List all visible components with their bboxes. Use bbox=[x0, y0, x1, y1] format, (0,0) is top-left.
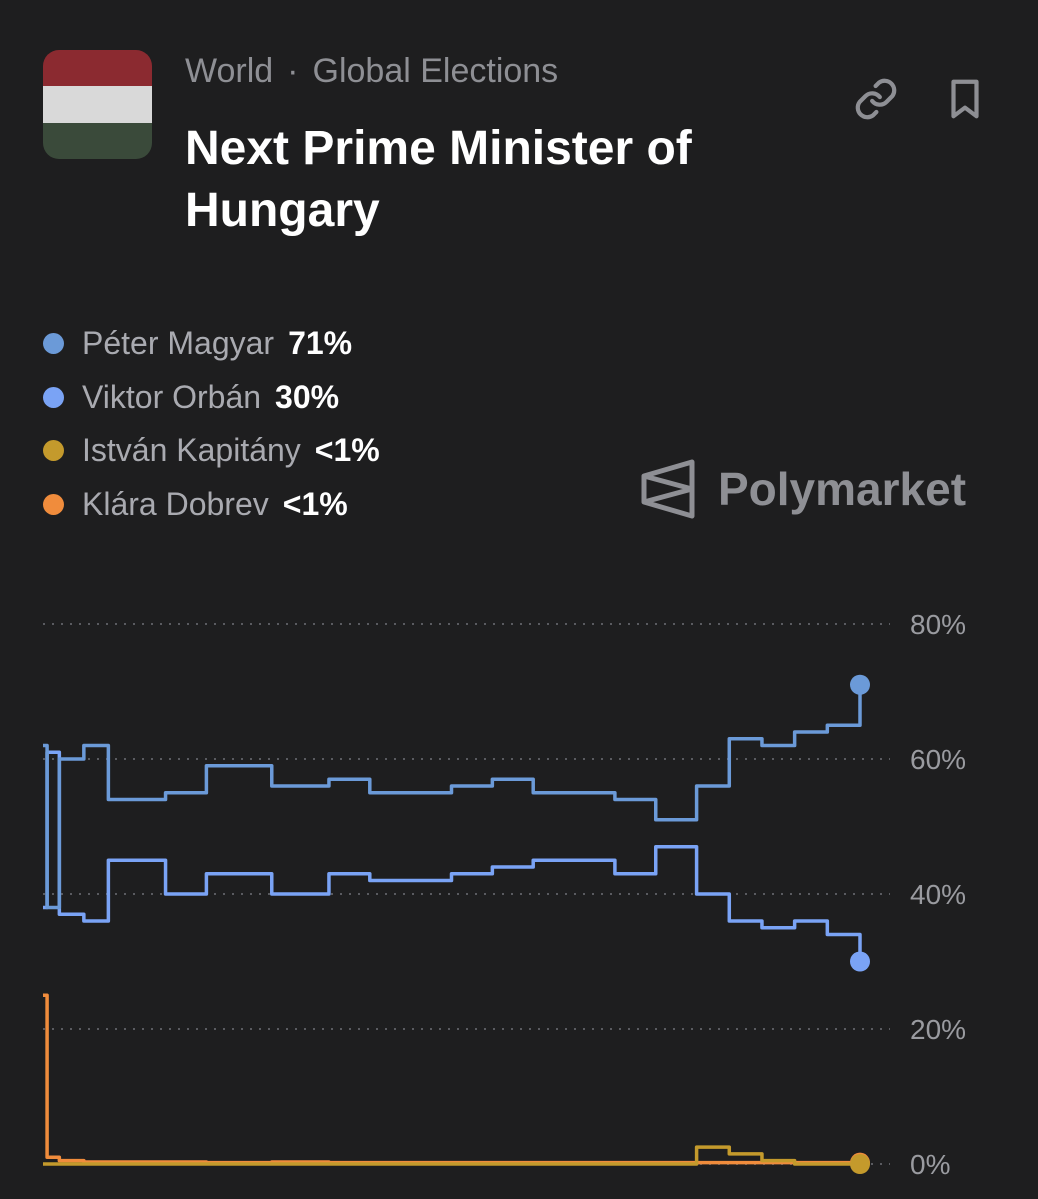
legend-name: Klára Dobrev bbox=[82, 485, 269, 522]
y-tick-label: 40% bbox=[910, 879, 966, 910]
brand-name: Polymarket bbox=[718, 463, 967, 515]
bookmark-icon bbox=[951, 79, 979, 119]
y-tick-label: 80% bbox=[910, 609, 966, 640]
series-line-viktor-orban bbox=[43, 750, 862, 962]
y-tick-label: 0% bbox=[910, 1149, 950, 1180]
breadcrumb-global-elections[interactable]: Global Elections bbox=[312, 52, 559, 90]
legend-item-dobrev: Klára Dobrev <1% bbox=[43, 478, 380, 532]
legend-item-kapitany: István Kapitány <1% bbox=[43, 424, 380, 478]
legend-name: István Kapitány bbox=[82, 432, 301, 469]
price-history-chart: 0% 20% 40% 60% 80% bbox=[43, 609, 966, 1180]
legend-value: <1% bbox=[282, 485, 348, 522]
flag-stripe-green bbox=[43, 122, 152, 159]
legend-item-orban: Viktor Orbán 30% bbox=[43, 371, 380, 425]
legend-dot bbox=[43, 333, 64, 355]
link-icon bbox=[855, 78, 897, 120]
polymarket-watermark: Polymarket bbox=[640, 456, 966, 522]
bookmark-button[interactable] bbox=[942, 76, 988, 122]
breadcrumb: World · Global Elections bbox=[185, 52, 558, 91]
copy-link-button[interactable] bbox=[853, 76, 899, 122]
breadcrumb-world[interactable]: World bbox=[185, 52, 274, 90]
chart-end-markers bbox=[850, 674, 870, 1174]
legend-name: Viktor Orbán bbox=[82, 378, 262, 415]
legend-value: 30% bbox=[275, 378, 340, 415]
polymarket-logo-icon bbox=[641, 459, 695, 519]
legend-value: <1% bbox=[314, 432, 380, 469]
legend-dot bbox=[43, 440, 64, 462]
y-tick-label: 60% bbox=[910, 744, 966, 775]
legend-item-magyar: Péter Magyar 71% bbox=[43, 317, 380, 371]
page-title: Next Prime Minister of Hungary bbox=[185, 122, 692, 237]
legend-name: Péter Magyar bbox=[82, 325, 275, 362]
chart-legend: Péter Magyar 71% Viktor Orbán 30% István… bbox=[43, 317, 380, 531]
y-axis: 0% 20% 40% 60% 80% bbox=[910, 609, 966, 1180]
flag-stripe-red bbox=[43, 50, 152, 87]
legend-value: 71% bbox=[288, 325, 353, 362]
legend-dot bbox=[43, 386, 64, 408]
series-line-peter-magyar bbox=[43, 684, 862, 910]
series-end-dot-viktor-orban bbox=[850, 951, 870, 972]
hungary-flag-icon bbox=[43, 50, 152, 159]
flag-stripe-white bbox=[43, 86, 152, 123]
breadcrumb-separator: · bbox=[287, 52, 299, 90]
series-line-klara-dobrev bbox=[43, 993, 860, 1165]
legend-dot bbox=[43, 493, 64, 515]
chart-series bbox=[43, 684, 862, 1166]
series-end-dot-istvan-kapitany bbox=[850, 1154, 870, 1174]
series-end-dot-peter-magyar bbox=[850, 674, 870, 695]
series-line-istvan-kapitany bbox=[43, 1145, 860, 1166]
y-tick-label: 20% bbox=[910, 1014, 966, 1045]
